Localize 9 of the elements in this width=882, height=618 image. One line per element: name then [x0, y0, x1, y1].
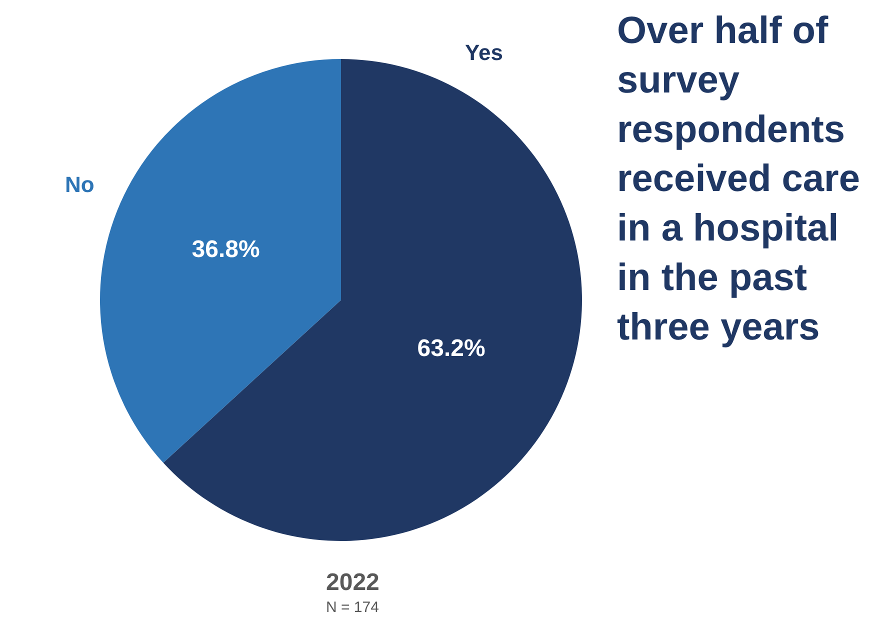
- text: Over half of survey respondents received care in a hospital in the past three years: [617, 10, 860, 348]
- slice-label: Yes: [465, 40, 503, 65]
- text: N = 174: [326, 599, 379, 616]
- text: 2022: [326, 569, 380, 596]
- pie-slice: [163, 59, 582, 541]
- pie-slice: [100, 59, 341, 463]
- slice-label: No: [65, 172, 94, 197]
- data-label: 36.8%: [192, 236, 260, 263]
- data-label: 63.2%: [417, 335, 486, 362]
